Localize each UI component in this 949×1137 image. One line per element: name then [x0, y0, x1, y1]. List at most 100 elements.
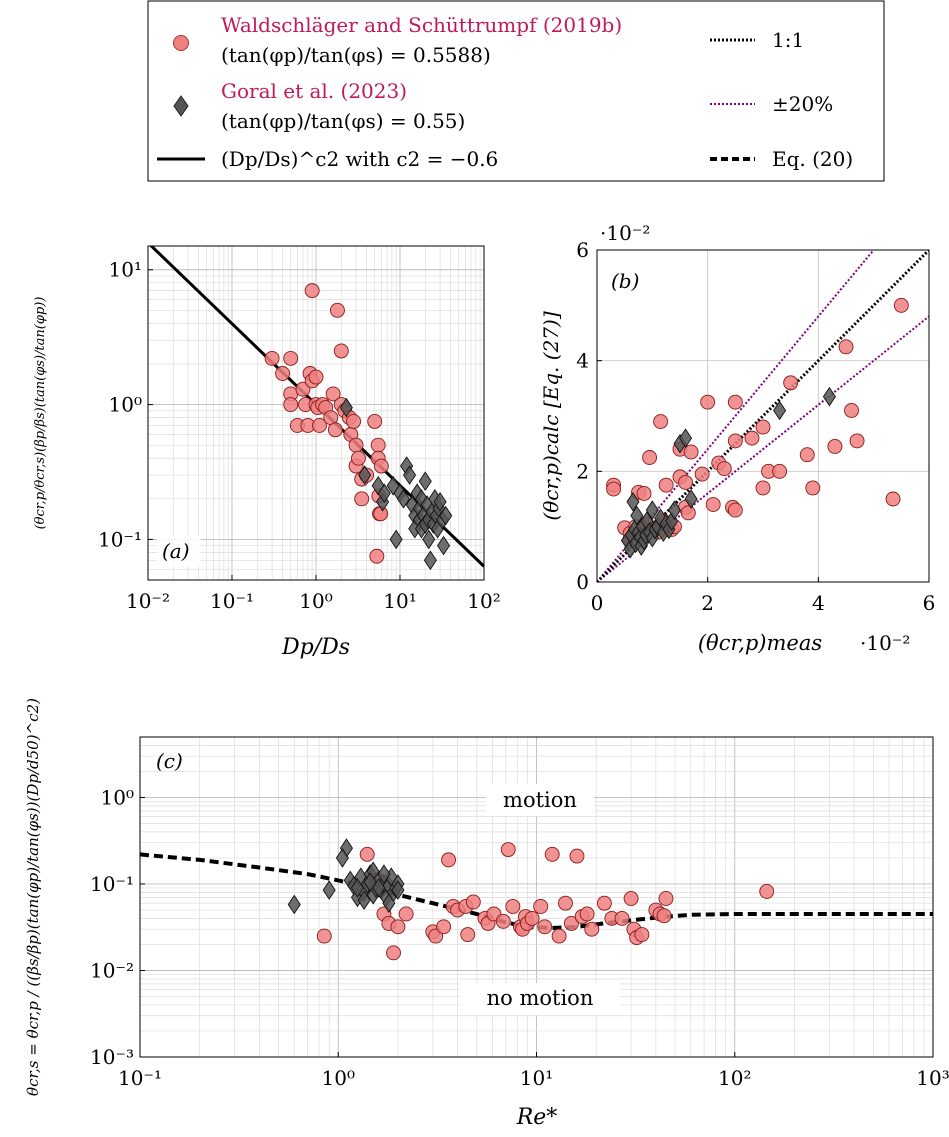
panel-c-ytick-label: 10⁻² [90, 958, 134, 982]
panel-c-ws-point [390, 919, 406, 935]
panel-a-goral-point [439, 505, 453, 526]
panel-b-goral-point [630, 505, 644, 526]
panel-b-ws-point [849, 433, 865, 449]
panel-c-xtick-label: 10⁻¹ [118, 1066, 162, 1090]
panel-a-goral-point [423, 550, 437, 571]
panel-c-ws-point [441, 852, 456, 868]
legend-band-text: ±20% [772, 92, 833, 116]
panel-a-ws-point [370, 437, 386, 453]
legend-1to1-text: 1:1 [772, 28, 804, 52]
panel-c-ws-point [533, 898, 549, 914]
panel-a-ws-point [369, 548, 385, 564]
legend-ws-name: Waldschläger and Schüttrumpf (2019b) [221, 13, 622, 37]
panel-a-goral-point [389, 529, 403, 550]
legend-ws-note: (tan(φp)/tan(φs) = 0.5588) [221, 43, 491, 67]
panel-b-xtick-label: 4 [812, 591, 825, 615]
panel-b-ws-point [893, 297, 909, 313]
panel-b-xtick-label: 2 [701, 591, 714, 615]
panel-a-ws-point [312, 418, 327, 433]
panel-a-goral-point [418, 471, 432, 492]
panel-a-ytick-label: 10¹ [109, 258, 142, 282]
panel-a-goral-point [396, 489, 411, 509]
panel-c-ylabel: θcr,s = θcr,p / ((βs/βp)(tan(φp)/tan(φs)… [24, 698, 42, 1096]
panel-c-points [287, 838, 775, 961]
panel-c-ws-point [386, 945, 401, 961]
panel-c-goral-point [322, 880, 336, 900]
panel-c-xtick-label: 10⁰ [322, 1066, 355, 1090]
panel-a-label: (a) [162, 539, 190, 563]
panel-b-label: (b) [611, 269, 639, 293]
panel-c-xtick-label: 10² [718, 1066, 751, 1090]
panel-a-ws-point [354, 491, 370, 507]
panel-c-ws-point [436, 919, 452, 935]
panel-a-ws-point [283, 350, 299, 366]
panel-a-ws-point [346, 413, 362, 429]
panel-b-goral-point [626, 491, 640, 512]
panel-c-ws-point [551, 928, 567, 944]
panel-a-ylabel: (θcr,p/θcr,s)(βp/βs)(tan(φs)/tan(φp)) [33, 297, 48, 530]
panel-c-ws-point [359, 846, 375, 862]
panel-b-ws-point [885, 491, 901, 507]
panel-a-points [264, 283, 453, 571]
panel-a-ws-point [350, 450, 366, 466]
panel-b-ws-point [727, 502, 743, 518]
panel-b-ticks: 0 2 4 6 0 2 4 6 [576, 238, 935, 615]
panel-a-goral-point [339, 397, 353, 418]
legend-fit-text: (Dp/Ds)^c2 with c2 = −0.6 [221, 147, 498, 171]
panel-b-ws-point [642, 450, 658, 465]
panel-c-goral-point [350, 878, 365, 898]
panel-c-ytick-label: 10⁻¹ [90, 872, 134, 896]
panel-c-ws-point [505, 898, 521, 914]
panel-b-ws-point [755, 480, 771, 496]
panel-a-ticks: 10⁻² 10⁻¹ 10⁰ 10¹ 10² 10⁻¹ 10⁰ 10¹ [98, 258, 501, 613]
panel-c-ws-point [579, 906, 595, 922]
panel-a-ws-point [329, 302, 345, 318]
panel-b-ymult: ·10⁻² [600, 221, 650, 245]
panel-a-goral-point [403, 465, 417, 485]
panel-a-xtick-label: 10⁰ [299, 589, 332, 613]
motion-label: motion [503, 788, 577, 812]
panel-a-ws-point [264, 350, 280, 366]
panel-a-ws-point [333, 343, 349, 359]
panel-c-ws-point [656, 908, 672, 924]
panel-b-ws-point [727, 433, 743, 449]
panel-b-ytick-label: 0 [576, 570, 589, 594]
panel-a-ytick-label: 10⁻¹ [98, 527, 142, 551]
panel-a-ws-point [295, 381, 311, 397]
panel-b-points [606, 297, 909, 559]
panel-b-goral-point [667, 500, 682, 520]
panel-b-ws-point [844, 403, 859, 418]
panel-b-xtick-label: 6 [923, 591, 936, 615]
panel-a-label-bg [157, 536, 201, 566]
panel-c-ws-point [563, 915, 579, 931]
panel-a-ws-point [304, 283, 320, 299]
legend-goral-name: Goral et al. (2023) [221, 79, 407, 103]
panel-a-ws-point [308, 369, 324, 385]
panel-b-ws-point [772, 463, 788, 479]
panel-b-ws-point [606, 481, 622, 497]
panel-b-ytick-label: 6 [576, 238, 589, 262]
panel-b-ws-point [799, 447, 815, 463]
panel-a-goral-point [437, 535, 451, 556]
legend-goral-marker [173, 95, 189, 117]
panel-b-ws-point [783, 375, 799, 391]
panel-b-goral-point [645, 500, 659, 520]
panel-b-ws-point [694, 466, 710, 482]
panel-b-goral-point [773, 400, 787, 421]
panel-c-ytick-label: 10⁰ [101, 785, 134, 809]
panel-a-ytick-label: 10⁰ [109, 393, 142, 417]
panel-b-ws-point [827, 438, 843, 454]
panel-c-ws-point [544, 846, 560, 862]
panel-b-ws-point [838, 339, 854, 355]
panel-b-goral-point [678, 428, 693, 448]
panel-a-ws-point [283, 397, 299, 413]
panel-c: 10⁻¹ 10⁰ 10¹ 10² 10³ 10⁻³ 10⁻² 10⁻¹ 10⁰ (c) moti… [24, 698, 949, 1130]
panel-c-ticks: 10⁻¹ 10⁰ 10¹ 10² 10³ 10⁻³ 10⁻² 10⁻¹ 10⁰ [90, 785, 949, 1090]
panel-c-ws-point [398, 906, 414, 922]
panel-c-ws-point [495, 913, 511, 929]
panel-c-ws-point [634, 927, 650, 943]
panel-b-band-lower [597, 315, 929, 582]
panel-b-ws-point [658, 477, 674, 493]
panel-a-xtick-label: 10² [467, 589, 500, 613]
